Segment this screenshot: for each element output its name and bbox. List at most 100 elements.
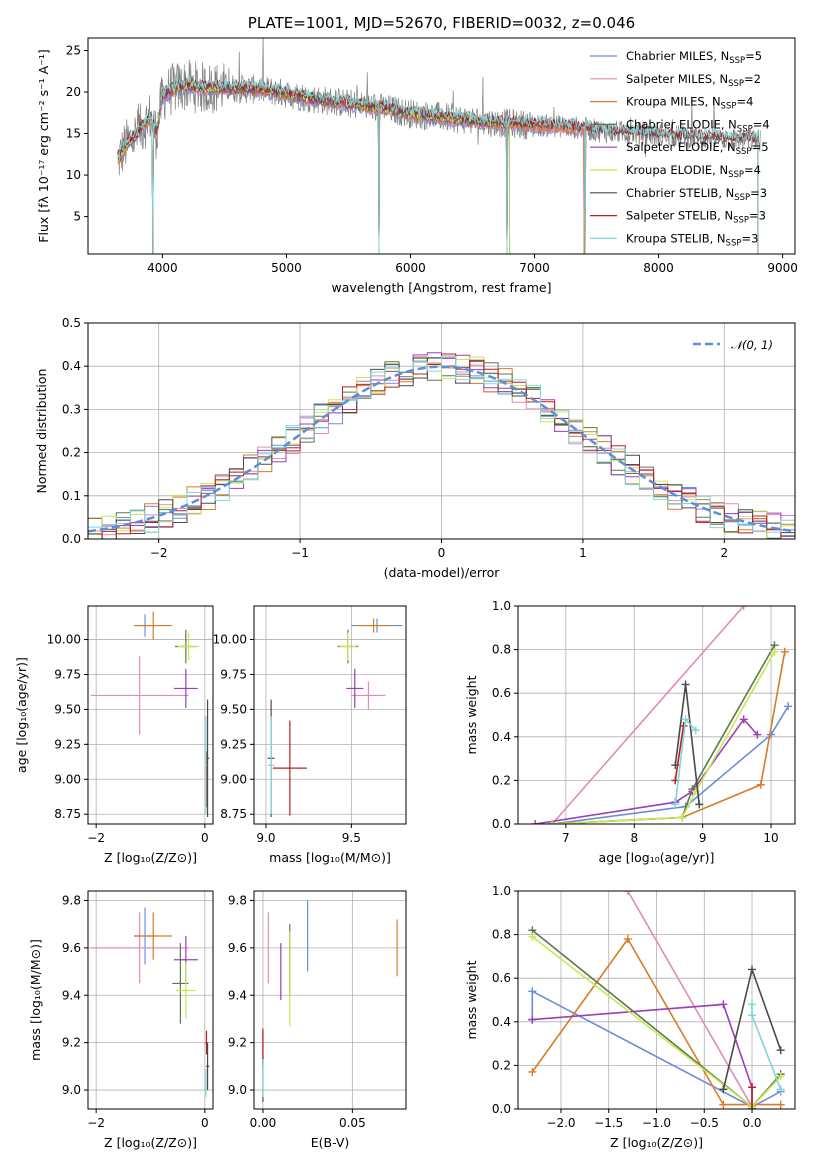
x-axis-label: age [log₁₀(age/yr)] xyxy=(599,850,715,865)
x-axis-label: wavelength [Angstrom, rest frame] xyxy=(331,280,551,295)
plus-marker xyxy=(748,1105,757,1109)
legend-entry: Chabrier STELIB, NSSP=3 xyxy=(626,186,767,203)
axes-frame xyxy=(87,605,214,825)
axes-frame xyxy=(87,37,796,255)
legend-subscript: SSP xyxy=(728,79,744,89)
y-tick-label: 0.5 xyxy=(62,316,81,330)
legend-label: Kroupa MILES, N xyxy=(626,95,721,109)
y-axis-label: mass weight xyxy=(464,675,479,754)
x-axis-label: Z [log₁₀(Z/Z⊙)] xyxy=(104,1135,197,1150)
y-tick-label: 9.0 xyxy=(62,1083,81,1097)
data-point-kroupa-elodie xyxy=(339,632,357,661)
y-tick-label: 9.50 xyxy=(54,702,81,716)
x-tick-label: 0 xyxy=(201,831,209,845)
legend-label: Kroupa STELIB, N xyxy=(626,231,726,245)
y-tick-label: 0.6 xyxy=(492,971,511,985)
legend-entry: Salpeter ELODIE, NSSP=5 xyxy=(626,140,769,157)
plot-area-age_vs_mass xyxy=(267,618,403,818)
y-tick-label: 9.8 xyxy=(228,893,247,907)
x-tick-label: 9000 xyxy=(767,261,798,275)
x-tick-label: 7000 xyxy=(519,261,550,275)
y-tick-label: 15 xyxy=(66,127,81,141)
plot-area-age_vs_Z xyxy=(90,611,210,818)
plus-marker xyxy=(691,726,700,735)
data-point-kroupa-stelib xyxy=(267,716,275,815)
panel-mass_vs_ebv: 0.00 0.05 9.0 9.2 9.4 9.6 9.8 E(B-V) xyxy=(228,890,407,1150)
panel-residuals: −2 −1 0 1 2 0.0 0.1 0.2 0.3 0.4 0.5 (data-model)/er… xyxy=(34,316,796,580)
y-tick-label: 0.0 xyxy=(62,532,81,546)
y-tick-label: 0.3 xyxy=(62,402,81,416)
y-tick-label: 10.00 xyxy=(213,633,247,647)
legend-subscript: SSP xyxy=(733,216,749,226)
x-tick-label: −0.5 xyxy=(690,1116,719,1130)
y-tick-label: 9.6 xyxy=(228,941,247,955)
x-tick-label: −2 xyxy=(150,546,168,560)
legend-entry: Kroupa MILES, NSSP=4 xyxy=(626,95,753,112)
legend-suffix: =4 xyxy=(736,95,753,109)
plus-marker xyxy=(748,965,757,974)
x-tick-label: 8000 xyxy=(643,261,674,275)
legend-entry: Chabrier MILES, NSSP=5 xyxy=(626,49,762,66)
data-point-salpeter-stelib xyxy=(272,720,307,816)
y-tick-label: 9.2 xyxy=(62,1036,81,1050)
series-line xyxy=(552,644,776,824)
plus-marker xyxy=(776,1100,785,1109)
plus-marker xyxy=(695,800,704,809)
legend-entry: Chabrier ELODIE, NSSP=4 xyxy=(626,117,770,134)
x-tick-label: 7 xyxy=(562,831,570,845)
y-axis-label: mass [log₁₀(M/M⊙)] xyxy=(28,939,43,1061)
y-tick-label: 9.4 xyxy=(228,988,247,1002)
x-tick-label: −1.5 xyxy=(594,1116,623,1130)
plus-marker xyxy=(748,1011,757,1020)
plus-marker xyxy=(784,702,793,711)
series-line xyxy=(552,651,776,824)
plus-marker xyxy=(748,1083,757,1092)
legend-label: Kroupa ELODIE, N xyxy=(626,163,728,177)
plus-marker xyxy=(528,932,537,941)
plus-marker xyxy=(739,606,748,610)
axes-frame xyxy=(517,605,796,825)
y-tick-label: 9.75 xyxy=(220,667,247,681)
legend-subscript: SSP xyxy=(737,124,753,134)
axes-frame xyxy=(253,890,407,1110)
y-tick-label: 8.75 xyxy=(220,807,247,821)
data-point-kroupa-miles xyxy=(356,618,391,633)
plus-marker xyxy=(776,1046,785,1055)
data-point-chabrier-stelib xyxy=(205,1042,210,1091)
plot-area-residuals xyxy=(88,352,795,539)
series-salpeter-miles xyxy=(623,891,757,1109)
x-tick-label: 0.0 xyxy=(742,1116,761,1130)
plus-marker xyxy=(719,1085,728,1094)
y-axis-label: Normed distribution xyxy=(34,369,49,494)
plus-marker xyxy=(623,891,632,895)
x-tick-label: −2 xyxy=(87,1116,105,1130)
panel-mass_vs_Z: −2 0 9.0 9.2 9.4 9.6 9.8 Z [log₁₀(Z/Z⊙)] mass [l… xyxy=(28,890,214,1150)
plus-marker xyxy=(548,820,557,824)
y-tick-label: 0.4 xyxy=(492,1015,511,1029)
plus-marker xyxy=(531,820,540,824)
x-tick-label: 2 xyxy=(720,546,728,560)
residual-histogram-kroupa-stelib xyxy=(88,355,795,539)
plus-marker xyxy=(719,1100,728,1109)
data-point-kroupa-elodie xyxy=(176,962,196,1019)
plus-marker xyxy=(528,1015,537,1024)
panel-weight_vs_age: 7 8 9 10 0.0 0.2 0.4 0.6 0.8 1.0 age [log₁₀(age/yr… xyxy=(464,599,796,865)
model-spectrum-kroupa-stelib xyxy=(117,76,759,254)
y-tick-label: 0.2 xyxy=(62,446,81,460)
series-chabrier-stelib xyxy=(719,965,785,1094)
panel-spectrum: 4000 5000 6000 7000 8000 9000 5 10 15 20 25 wavelen… xyxy=(36,37,798,295)
x-tick-label: 5000 xyxy=(271,261,302,275)
x-axis-label: mass [log₁₀(M/M⊙)] xyxy=(269,850,391,865)
figure-title: PLATE=1001, MJD=52670, FIBERID=0032, z=0… xyxy=(248,14,635,32)
y-axis-label: age [log₁₀(age/yr)] xyxy=(14,657,29,773)
axes-frame xyxy=(253,605,407,825)
data-point-salpeter-stelib xyxy=(205,1030,208,1055)
series-line xyxy=(552,705,789,824)
legend-subscript: SSP xyxy=(734,193,750,203)
x-axis-label: Z [log₁₀(Z/Z⊙)] xyxy=(104,850,197,865)
x-tick-label: 0 xyxy=(438,546,446,560)
series-salpeter-miles xyxy=(548,606,748,824)
x-tick-label: 9 xyxy=(699,831,707,845)
series-kroupa-stelib xyxy=(671,715,700,809)
